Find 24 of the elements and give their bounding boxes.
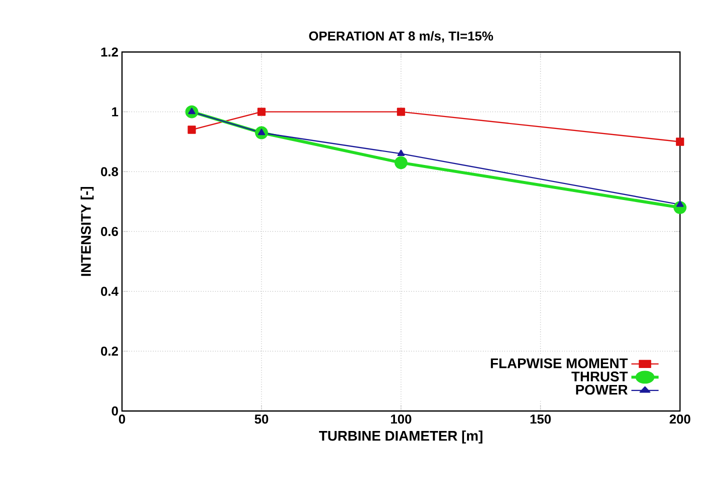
- legend-label: THRUST: [571, 372, 628, 382]
- y-tick-label: 1.2: [101, 47, 118, 57]
- chart-title: OPERATION AT 8 m/s, TI=15%: [309, 31, 494, 42]
- y-tick-label: 0.4: [101, 286, 118, 296]
- legend-label: FLAPWISE MOMENT: [490, 358, 628, 368]
- x-tick-label: 200: [670, 414, 690, 424]
- point: [397, 150, 405, 156]
- point: [394, 156, 408, 170]
- x-tick-label: 50: [254, 414, 268, 424]
- point: [257, 108, 266, 116]
- y-tick-label: 0: [112, 406, 118, 416]
- y-tick-label: 0.2: [101, 346, 118, 356]
- x-axis-title: TURBINE DIAMETER [m]: [319, 430, 482, 444]
- y-axis-title: INTENSITY [-]: [80, 186, 94, 276]
- point: [396, 108, 406, 116]
- y-tick-label: 1: [112, 107, 118, 116]
- x-tick-label: 100: [391, 414, 412, 424]
- y-tick-label: 0.6: [101, 226, 118, 236]
- legend-label: POWER: [576, 384, 628, 395]
- x-tick-label: 150: [530, 414, 551, 424]
- y-tick-label: 0.8: [101, 167, 118, 176]
- x-tick-label: 0: [118, 414, 126, 424]
- point: [188, 126, 196, 134]
- point: [676, 138, 684, 146]
